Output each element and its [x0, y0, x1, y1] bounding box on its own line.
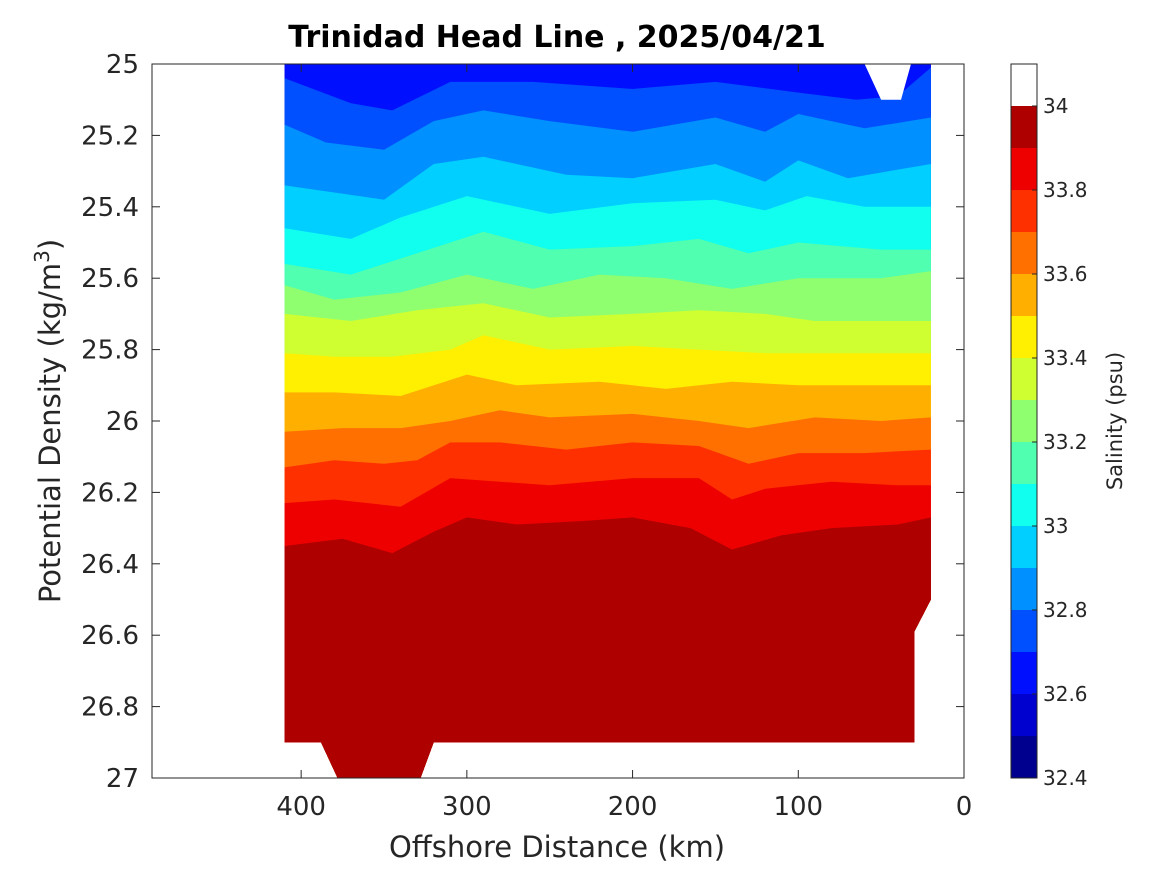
- colorbar: 32.4 32.6 32.8 33 33.2 33.4 33.6 33.8 34: [1010, 63, 1088, 790]
- y-axis-label-superscript: 3: [30, 250, 54, 263]
- colorbar-swatch: [1011, 736, 1037, 778]
- colorbar-swatch: [1011, 610, 1037, 652]
- y-tick-label: 25.6: [81, 264, 139, 294]
- colorbar-swatch: [1011, 358, 1037, 400]
- colorbar-tick-label: 33.4: [1043, 346, 1088, 370]
- colorbar-swatch: [1011, 232, 1037, 274]
- colorbar-tick-label: 33.2: [1043, 430, 1088, 454]
- y-tick-label: 26.4: [81, 550, 139, 580]
- x-tick-label: 100: [773, 792, 823, 822]
- x-axis-label: Offshore Distance (km): [389, 830, 725, 864]
- colorbar-frame: [1010, 63, 1038, 779]
- salinity-contours: [284, 64, 931, 778]
- y-tick-label: 26.8: [81, 693, 139, 723]
- x-tick-label: 0: [956, 792, 973, 822]
- colorbar-swatch: [1011, 316, 1037, 358]
- y-axis-label-close: ): [33, 239, 67, 250]
- colorbar-tick-label: 32.4: [1043, 766, 1088, 790]
- y-tick-label: 25.2: [81, 121, 139, 151]
- colorbar-tick-label: 33.6: [1043, 262, 1088, 286]
- y-ticks: 25 25.2 25.4 25.6 25.8 26 26.2 26.4 26.6 26.8 27: [81, 50, 964, 794]
- y-axis-label-main: Potential Density (kg/m: [33, 263, 67, 603]
- y-tick-label: 25: [106, 50, 139, 80]
- colorbar-tick-label: 32.6: [1043, 682, 1088, 706]
- colorbar-swatch: [1011, 652, 1037, 694]
- colorbar-swatch: [1011, 568, 1037, 610]
- y-tick-label: 27: [106, 764, 139, 794]
- colorbar-swatch: [1011, 148, 1037, 190]
- chart-title: Trinidad Head Line , 2025/04/21: [288, 20, 825, 55]
- colorbar-swatch: [1011, 484, 1037, 526]
- y-tick-label: 26.2: [81, 478, 139, 508]
- colorbar-swatch: [1011, 274, 1037, 316]
- colorbar-ticks: 32.4 32.6 32.8 33 33.2 33.4 33.6 33.8 34: [1032, 94, 1088, 790]
- x-tick-label: 200: [608, 792, 658, 822]
- colorbar-swatch: [1011, 442, 1037, 484]
- colorbar-tick-label: 33.8: [1043, 178, 1088, 202]
- plot-area: 400 300 200 100 0 25 25.2 25.4 25.6 25.8 26 26.2 26…: [81, 50, 972, 822]
- colorbar-tick-label: 32.8: [1043, 598, 1088, 622]
- x-ticks: 400 300 200 100 0: [276, 64, 972, 822]
- y-tick-label: 25.8: [81, 336, 139, 366]
- colorbar-swatches: [1011, 106, 1037, 778]
- colorbar-swatch: [1011, 106, 1037, 148]
- colorbar-tick-label: 34: [1043, 94, 1068, 118]
- x-tick-label: 300: [442, 792, 492, 822]
- y-tick-label: 25.4: [81, 193, 139, 223]
- colorbar-swatch: [1011, 190, 1037, 232]
- colorbar-swatch: [1011, 526, 1037, 568]
- x-tick-label: 400: [276, 792, 326, 822]
- no-data-notch: [864, 64, 911, 100]
- y-tick-label: 26: [106, 407, 139, 437]
- y-axis-label: Potential Density (kg/m3): [30, 239, 67, 603]
- colorbar-swatch: [1011, 400, 1037, 442]
- colorbar-swatch: [1011, 694, 1037, 736]
- y-tick-label: 26.6: [81, 621, 139, 651]
- colorbar-label: Salinity (psu): [1103, 352, 1127, 490]
- colorbar-tick-label: 33: [1043, 514, 1068, 538]
